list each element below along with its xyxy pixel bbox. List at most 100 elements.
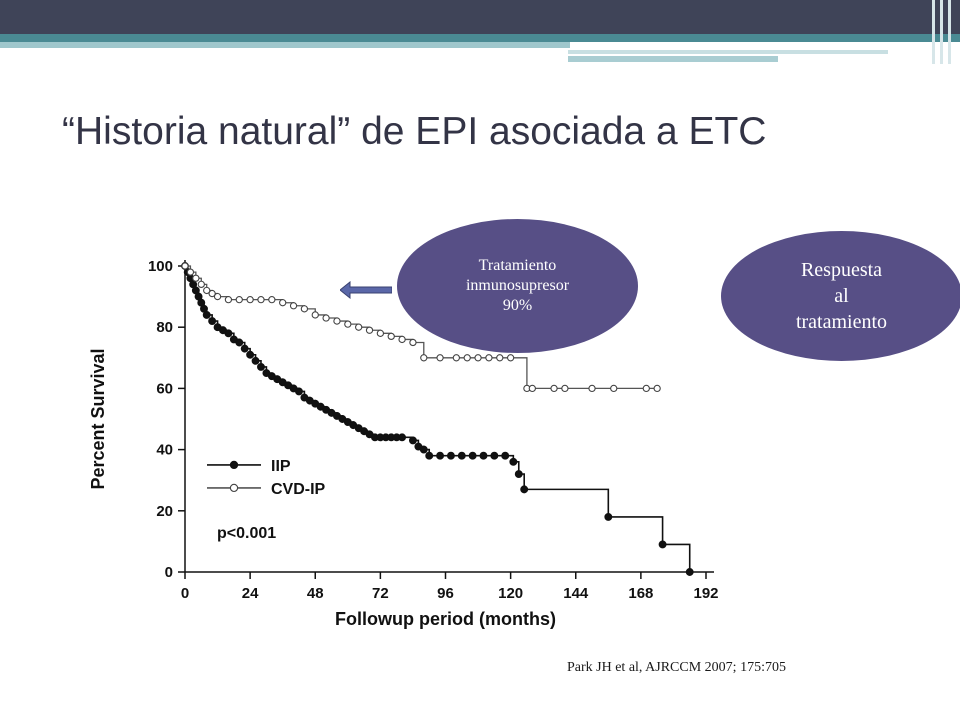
series-cvd-ip-point bbox=[398, 335, 406, 344]
series-iip-point bbox=[224, 329, 233, 338]
legend-cvd-ip-label: CVD-IP bbox=[271, 481, 326, 498]
series-cvd-ip-point bbox=[355, 323, 363, 331]
series-cvd-ip-point bbox=[257, 296, 265, 304]
series-cvd-ip-point bbox=[376, 329, 385, 337]
series-cvd-ip-point bbox=[213, 292, 222, 301]
x-tick-label: 120 bbox=[498, 585, 523, 602]
series-cvd-ip-point bbox=[268, 296, 276, 304]
x-tick-label: 192 bbox=[693, 585, 718, 602]
series-iip-point bbox=[457, 451, 466, 460]
x-tick-label: 168 bbox=[628, 585, 653, 602]
series-cvd-ip-point bbox=[333, 317, 341, 325]
series-iip-point bbox=[235, 338, 244, 347]
response-bubble: Respuesta al tratamiento bbox=[721, 231, 960, 361]
series-cvd-ip-point bbox=[420, 354, 428, 362]
treatment-bubble: Tratamiento inmunosupresor 90% bbox=[397, 219, 638, 353]
series-cvd-ip-point bbox=[588, 384, 596, 393]
series-iip-point bbox=[408, 436, 417, 445]
x-tick-label: 144 bbox=[563, 585, 589, 602]
series-iip-point bbox=[468, 451, 477, 460]
header-edge-line bbox=[940, 0, 943, 64]
series-cvd-ip-point bbox=[496, 354, 504, 362]
x-tick-label: 48 bbox=[307, 585, 324, 602]
slide-title: “Historia natural” de EPI asociada a ETC bbox=[62, 110, 767, 153]
legend-cvd-ip-marker bbox=[229, 483, 239, 493]
legend-iip-label: IIP bbox=[271, 458, 291, 475]
series-iip-point bbox=[490, 451, 499, 460]
series-cvd-ip-point bbox=[344, 320, 352, 328]
series-cvd-ip-point bbox=[436, 354, 444, 362]
series-cvd-ip-point bbox=[452, 354, 461, 362]
x-tick-label: 24 bbox=[242, 585, 259, 602]
series-iip-point bbox=[514, 470, 523, 479]
series-cvd-ip-point bbox=[528, 384, 536, 393]
series-iip-point bbox=[246, 350, 255, 359]
x-tick-label: 0 bbox=[181, 585, 189, 602]
series-cvd-ip-point bbox=[561, 384, 569, 393]
series-cvd-ip-point bbox=[289, 302, 298, 310]
y-tick-label: 100 bbox=[148, 258, 173, 275]
header-edge-line bbox=[932, 0, 935, 64]
header-band-faint bbox=[568, 50, 888, 54]
series-cvd-ip-point bbox=[463, 354, 471, 362]
series-cvd-ip-point bbox=[365, 326, 374, 334]
series-iip-point bbox=[257, 363, 265, 371]
series-cvd-ip-point bbox=[485, 354, 493, 362]
legend-iip-marker bbox=[229, 460, 239, 470]
series-iip-point bbox=[479, 451, 488, 460]
p-value-annotation: p<0.001 bbox=[217, 525, 276, 542]
header-edge-line bbox=[948, 0, 951, 64]
series-iip-point bbox=[419, 445, 428, 454]
series-iip-point bbox=[436, 451, 445, 460]
series-cvd-ip-point bbox=[311, 311, 319, 319]
series-iip-point bbox=[604, 512, 613, 521]
left-arrow-icon bbox=[340, 281, 392, 299]
y-tick-label: 0 bbox=[165, 564, 173, 581]
citation: Park JH et al, AJRCCM 2007; 175:705 bbox=[567, 660, 786, 675]
series-cvd-ip-point bbox=[197, 280, 205, 289]
series-iip-point bbox=[240, 344, 249, 353]
series-cvd-ip-point bbox=[506, 354, 515, 362]
series-cvd-ip-point bbox=[653, 384, 661, 393]
x-tick-label: 96 bbox=[437, 585, 454, 602]
series-cvd-ip-point bbox=[300, 305, 309, 313]
series-cvd-ip-point bbox=[322, 314, 330, 322]
series-iip-point bbox=[208, 317, 217, 326]
header-band-short bbox=[568, 56, 778, 62]
series-iip-point bbox=[509, 457, 518, 466]
y-axis-label: Percent Survival bbox=[88, 348, 108, 489]
y-tick-label: 40 bbox=[156, 442, 173, 459]
series-cvd-ip-point bbox=[246, 296, 254, 304]
y-tick-label: 60 bbox=[156, 380, 173, 397]
series-iip-point bbox=[398, 433, 407, 442]
series-iip-point bbox=[425, 451, 434, 460]
survival-chart: 0 20 40 60 80 100 0 24 48 72 96 120 144 168 192 Followu… bbox=[88, 258, 719, 629]
series-cvd-ip-point bbox=[208, 289, 216, 298]
header-band-teal bbox=[0, 34, 960, 42]
series-iip-point bbox=[251, 356, 260, 365]
series-cvd-ip-point bbox=[186, 268, 195, 276]
series-iip-point bbox=[520, 485, 529, 494]
series-cvd-ip-point bbox=[279, 299, 287, 307]
series-iip-point bbox=[685, 568, 694, 576]
y-tick-label: 80 bbox=[156, 319, 173, 336]
series-cvd-ip-point bbox=[474, 354, 482, 362]
series-iip-point bbox=[202, 311, 211, 319]
series-cvd-ip-point bbox=[610, 384, 618, 393]
series-cvd-ip-point bbox=[235, 296, 243, 304]
series-cvd-ip-point bbox=[224, 296, 233, 304]
header-band-light bbox=[0, 42, 570, 48]
series-iip-point bbox=[658, 540, 667, 549]
series-cvd-ip-point bbox=[550, 384, 558, 393]
series-cvd-ip-point bbox=[192, 274, 200, 282]
series-iip-point bbox=[295, 387, 303, 396]
series-cvd-ip-point bbox=[181, 262, 189, 270]
series-iip-point bbox=[446, 451, 455, 460]
x-axis-label: Followup period (months) bbox=[335, 609, 556, 629]
series-cvd-ip-point bbox=[203, 286, 211, 295]
series-iip-point bbox=[501, 451, 510, 460]
series-cvd-ip-point bbox=[409, 338, 417, 347]
series-cvd-ip-point bbox=[642, 384, 650, 393]
y-tick-label: 20 bbox=[156, 503, 173, 520]
header-bar bbox=[0, 0, 960, 34]
